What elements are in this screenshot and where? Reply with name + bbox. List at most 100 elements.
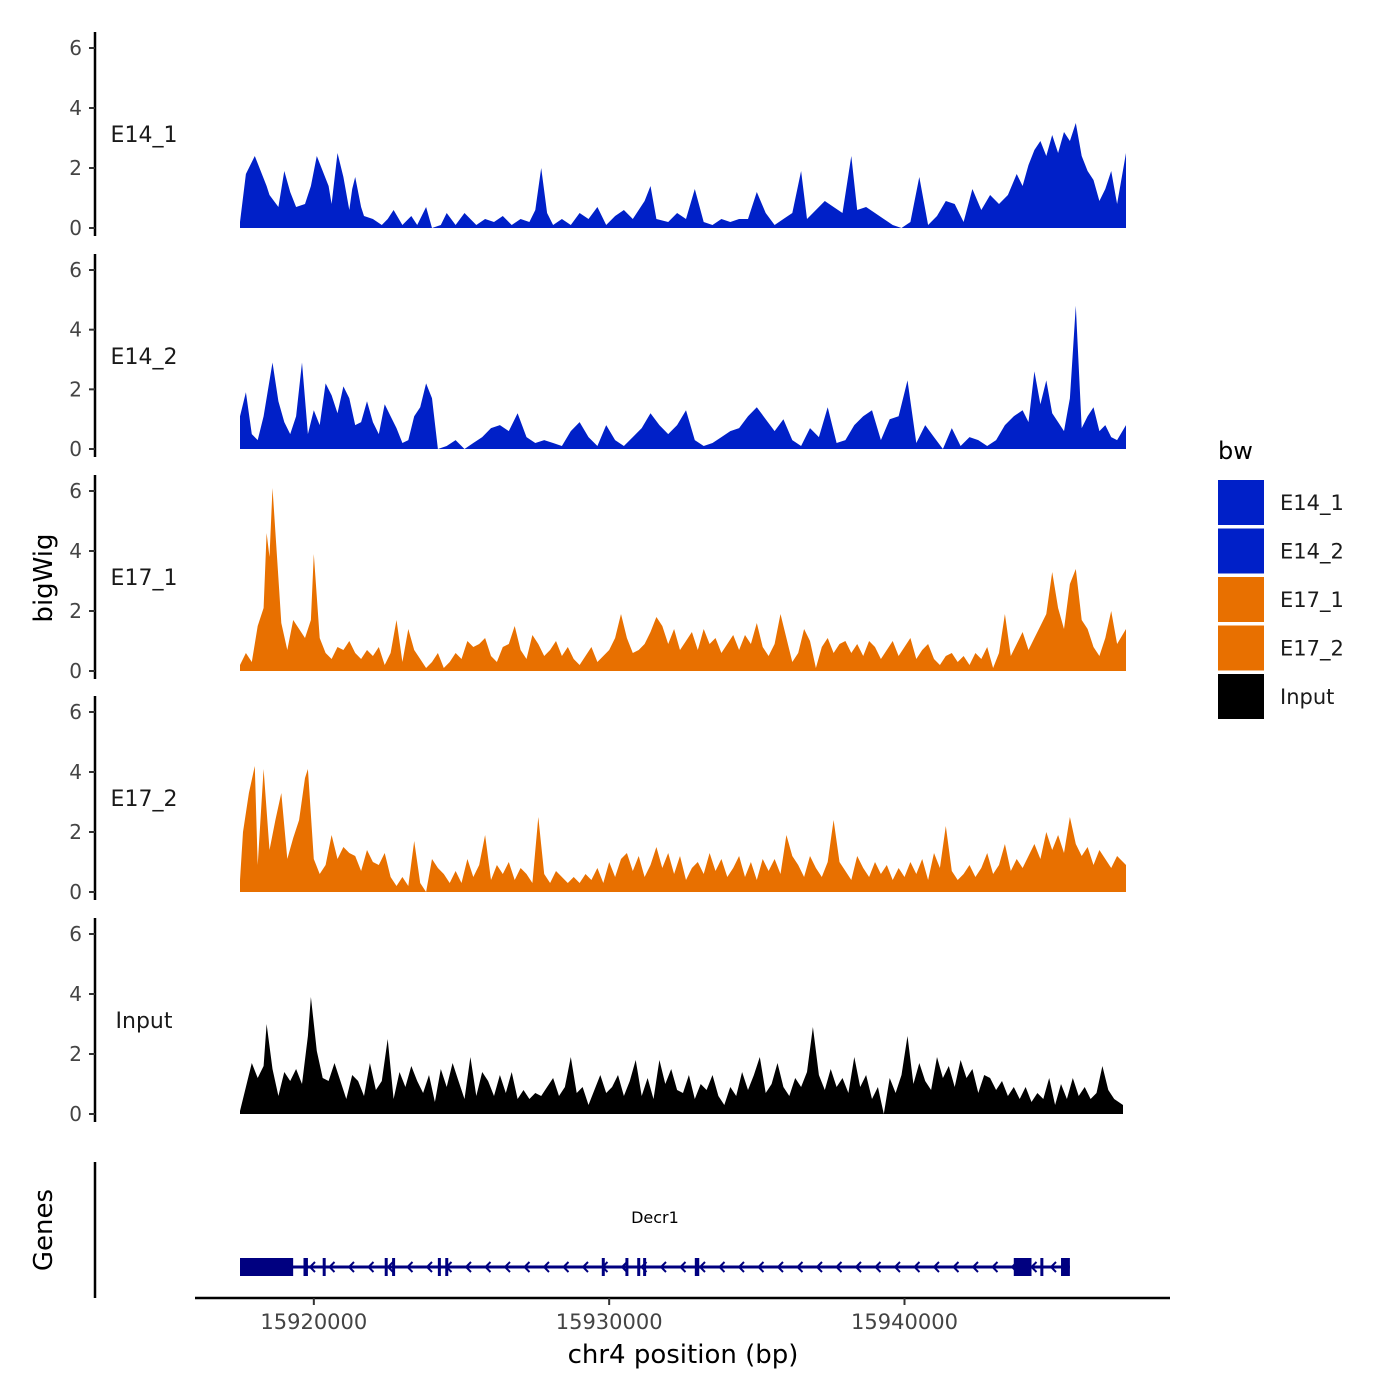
gene-strand-arrow (893, 1261, 901, 1273)
gene-strand-arrow (991, 1261, 999, 1273)
coverage-area-E17_2 (240, 766, 1126, 892)
gene-name-label: Decr1 (631, 1208, 679, 1227)
y-tick-label-E14_2-0: 0 (69, 437, 82, 461)
gene-strand-arrow (308, 1261, 316, 1273)
gene-strand-arrow (952, 1261, 960, 1273)
gene-exon-8 (625, 1258, 629, 1276)
y-tick-label-E17_2-4: 4 (69, 760, 82, 784)
y-tick-label-Input-6: 6 (69, 922, 82, 946)
gene-exon-9 (637, 1258, 641, 1276)
gene-strand-arrow (835, 1261, 843, 1273)
coverage-area-Input (240, 997, 1123, 1114)
gene-exon-4 (392, 1258, 396, 1276)
gene-exon-11 (694, 1258, 700, 1276)
track-label-Input: Input (116, 1009, 173, 1034)
gene-strand-arrow (718, 1261, 726, 1273)
gene-exon-14 (1061, 1258, 1070, 1276)
gene-strand-arrow (815, 1261, 823, 1273)
gene-strand-arrow (913, 1261, 921, 1273)
legend-label-E17_1: E17_1 (1280, 588, 1344, 613)
y-tick-label-E17_1-6: 6 (69, 479, 82, 503)
gene-strand-arrow (757, 1261, 765, 1273)
y-tick-label-E17_1-4: 4 (69, 539, 82, 563)
x-tick-label-2: 15940000 (851, 1310, 958, 1334)
gene-strand-arrow (971, 1261, 979, 1273)
y-tick-label-E14_2-2: 2 (69, 377, 82, 401)
gene-strand-arrow (367, 1261, 375, 1273)
gene-strand-arrow (932, 1261, 940, 1273)
gene-strand-arrow (386, 1261, 394, 1273)
y-tick-label-E14_1-2: 2 (69, 156, 82, 180)
y-tick-label-E17_1-2: 2 (69, 599, 82, 623)
gene-strand-arrow (796, 1261, 804, 1273)
track-label-E14_2: E14_2 (111, 345, 178, 370)
gene-strand-arrow (523, 1261, 531, 1273)
y-tick-label-E14_1-4: 4 (69, 96, 82, 120)
coverage-area-E14_2 (240, 305, 1126, 449)
legend-label-E17_2: E17_2 (1280, 637, 1344, 662)
gene-track-title: Genes (29, 1189, 59, 1271)
x-axis-title: chr4 position (bp) (568, 1340, 799, 1370)
legend-swatch-E14_1 (1218, 480, 1264, 525)
coverage-area-E17_1 (240, 488, 1126, 671)
y-tick-label-E17_1-0: 0 (69, 659, 82, 683)
gene-strand-arrow (620, 1261, 628, 1273)
gene-strand-arrow (503, 1261, 511, 1273)
y-tick-label-E14_1-6: 6 (69, 36, 82, 60)
track-label-E17_1: E17_1 (111, 566, 178, 591)
y-tick-label-Input-2: 2 (69, 1042, 82, 1066)
gene-strand-arrow (581, 1261, 589, 1273)
gene-strand-arrow (854, 1261, 862, 1273)
legend-swatch-E14_2 (1218, 528, 1264, 574)
y-tick-label-E14_2-6: 6 (69, 258, 82, 282)
y-tick-label-Input-4: 4 (69, 982, 82, 1006)
gene-exon-0 (240, 1258, 294, 1276)
gene-strand-arrow (698, 1261, 706, 1273)
gene-strand-arrow (1030, 1261, 1038, 1273)
gene-strand-arrow (347, 1261, 355, 1273)
y-tick-label-E17_2-0: 0 (69, 880, 82, 904)
legend-swatch-Input (1218, 674, 1264, 719)
gene-strand-arrow (659, 1261, 667, 1273)
x-tick-label-0: 15920000 (260, 1310, 367, 1334)
gene-strand-arrow (1049, 1261, 1057, 1273)
gene-strand-arrow (464, 1261, 472, 1273)
gene-exon-6 (445, 1258, 449, 1276)
gene-strand-arrow (425, 1261, 433, 1273)
x-tick-label-1: 15930000 (556, 1310, 663, 1334)
y-tick-label-Input-0: 0 (69, 1102, 82, 1126)
gene-exon-12 (1013, 1258, 1032, 1276)
track-label-E14_1: E14_1 (111, 123, 178, 148)
legend-title: bw (1218, 437, 1253, 465)
legend-label-Input: Input (1280, 685, 1334, 709)
coverage-area-E14_1 (240, 123, 1126, 228)
legend-swatch-E17_2 (1218, 625, 1264, 671)
y-tick-label-E17_2-6: 6 (69, 700, 82, 724)
gene-strand-arrow (406, 1261, 414, 1273)
legend-label-E14_1: E14_1 (1280, 491, 1344, 516)
gene-strand-arrow (874, 1261, 882, 1273)
gene-strand-arrow (562, 1261, 570, 1273)
gene-exon-3 (384, 1258, 388, 1276)
gene-exon-10 (643, 1258, 647, 1276)
gene-strand-arrow (484, 1261, 492, 1273)
gene-exon-7 (601, 1258, 605, 1276)
y-tick-label-E14_2-4: 4 (69, 318, 82, 342)
gene-exon-13 (1040, 1258, 1044, 1276)
gene-strand-arrow (737, 1261, 745, 1273)
track-label-E17_2: E17_2 (111, 787, 178, 812)
gene-strand-arrow (542, 1261, 550, 1273)
legend-swatch-E17_1 (1218, 577, 1264, 622)
y-axis-title: bigWig (29, 533, 59, 622)
y-tick-label-E14_1-0: 0 (69, 216, 82, 240)
legend-label-E14_2: E14_2 (1280, 540, 1344, 565)
gene-strand-arrow (328, 1261, 336, 1273)
gene-exon-5 (437, 1258, 441, 1276)
y-tick-label-E17_2-2: 2 (69, 820, 82, 844)
gene-strand-arrow (679, 1261, 687, 1273)
gene-exon-2 (322, 1258, 326, 1276)
gene-exon-1 (303, 1258, 308, 1276)
gene-strand-arrow (776, 1261, 784, 1273)
